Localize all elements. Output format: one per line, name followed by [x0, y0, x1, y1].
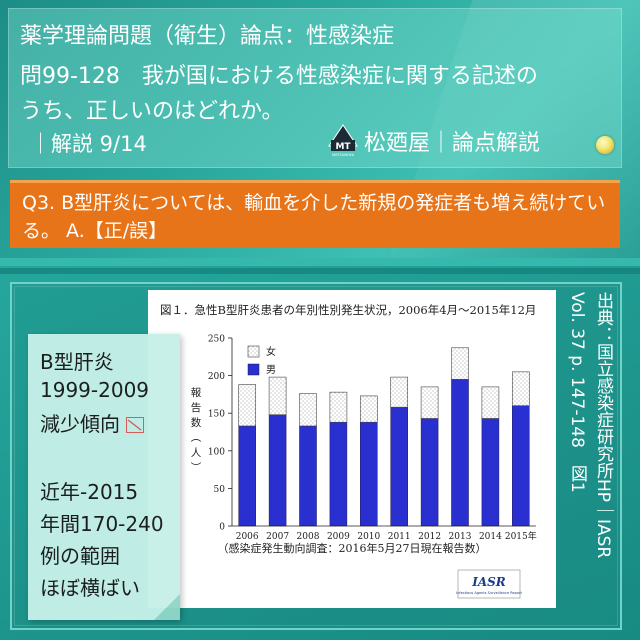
explanation-page-counter: ｜解説 9/14	[30, 132, 147, 156]
x-tick-label: 2006	[236, 532, 259, 542]
source-line-2: Vol. 37 p. 147-148 図1	[567, 292, 587, 493]
bar-female	[329, 391, 348, 423]
x-tick-label: 2009	[327, 532, 350, 542]
y-axis-label: 報告数 （ 人 ）	[189, 387, 202, 472]
bar-chart: 図１．急性B型肝炎患者の年別性別発生状況，2006年4月〜2015年12月 報告…	[160, 303, 537, 599]
downward-trend-icon	[126, 417, 145, 433]
iasr-logo-text: IASR	[471, 575, 506, 589]
brand: MT MATSUNOYA 松廼屋｜論点解説	[328, 124, 540, 158]
bar-female	[420, 386, 439, 419]
bar-female	[238, 384, 257, 427]
bar-female	[481, 386, 500, 419]
y-tick-label: 50	[214, 485, 226, 495]
y-tick-label: 100	[208, 447, 225, 457]
yellow-dot-button[interactable]	[596, 136, 614, 154]
bar-male	[512, 405, 530, 527]
source-line-1: 出典：国立感染症研究所HP｜IASR	[593, 292, 613, 559]
iasr-logo: IASR Infectious Agents Surveillance Repo…	[456, 569, 522, 599]
divider-stripe	[0, 258, 640, 266]
y-label-char: 人	[191, 447, 202, 459]
brand-label: 松廼屋｜論点解説	[364, 131, 541, 156]
page-title: 薬学理論問題（衛生）論点：性感染症	[20, 24, 395, 49]
note-line-6: 例の範囲	[40, 544, 120, 568]
bar-male	[238, 425, 256, 527]
question-line-1: 問99-128 我が国における性感染症に関する記述の	[20, 64, 538, 89]
matsunoya-logo-icon: MT MATSUNOYA	[328, 124, 358, 158]
note-line-7: ほぼ横ばい	[40, 576, 140, 600]
x-tick-label: 2015年	[505, 530, 537, 542]
legend-label-male: 男	[266, 364, 276, 376]
bar-male	[329, 421, 348, 527]
bar-male	[360, 421, 378, 527]
x-axis: 2006 2007 2008 2009 2010 2011 2012 2013 2014 2015…	[232, 525, 537, 542]
source-citation: 出典：国立感染症研究所HP｜IASR Vol. 37 p. 147-148 図1	[567, 292, 616, 622]
y-tick-label: 150	[208, 410, 225, 420]
legend: 女男	[247, 345, 276, 376]
x-tick-label: 2010	[357, 532, 380, 542]
note-line-1: B型肝炎	[40, 350, 114, 374]
chart-panel: 図１．急性B型肝炎患者の年別性別発生状況，2006年4月〜2015年12月 報告…	[148, 290, 556, 608]
iasr-logo-subtext: Infectious Agents Surveillance Report	[456, 591, 522, 595]
note-line-2: 1999-2009	[40, 378, 150, 402]
legend-swatch-male	[247, 363, 260, 376]
bar-female	[451, 347, 469, 380]
y-tick-label: 250	[208, 335, 225, 345]
bar-male	[420, 418, 439, 527]
bar-female	[268, 376, 287, 416]
bars	[238, 347, 530, 527]
question-statement: Q3. B型肝炎については、輸血を介した新規の発症者も増え続けている。 A.【正…	[22, 192, 606, 242]
x-tick-label: 2007	[266, 532, 289, 542]
y-tick-label: 200	[208, 372, 225, 382]
bar-female	[299, 393, 317, 427]
bar-male	[390, 406, 408, 527]
bar-male	[268, 414, 287, 527]
logo-text: MT	[335, 142, 351, 152]
legend-swatch-female	[247, 345, 260, 358]
header-panel	[8, 8, 622, 168]
divider-stripe-shadow	[0, 268, 640, 274]
y-label-char: 報	[191, 387, 202, 399]
note-line-3: 減少傾向	[40, 408, 145, 437]
logo-subtext: MATSUNOYA	[332, 153, 355, 157]
y-axis: 0 50 100 150 200 250	[208, 335, 233, 533]
bar-male	[299, 425, 317, 527]
x-tick-label: 2012	[418, 532, 441, 542]
bar-male	[451, 379, 469, 527]
y-label-char: 数	[191, 416, 202, 429]
question-box: Q3. B型肝炎については、輸血を介した新規の発症者も増え続けている。 A.【正…	[10, 180, 620, 248]
y-label-char: （	[189, 432, 201, 443]
x-tick-label: 2013	[449, 532, 472, 542]
note-line-3-text: 減少傾向	[40, 412, 120, 436]
x-tick-label: 2014	[479, 532, 502, 542]
bar-male	[481, 418, 500, 527]
legend-label-female: 女	[266, 345, 276, 358]
bar-female	[511, 371, 530, 406]
chart-title: 図１．急性B型肝炎患者の年別性別発生状況，2006年4月〜2015年12月	[160, 303, 536, 317]
summary-note-card: B型肝炎 1999-2009 減少傾向 近年-2015 年間170-240 例の…	[28, 334, 180, 620]
x-tick-label: 2011	[388, 532, 411, 542]
y-label-char: 告	[191, 401, 202, 414]
x-tick-label: 2008	[297, 532, 320, 542]
question-line-2: うち、正しいのはどれか。	[20, 99, 284, 124]
note-line-5: 年間170-240	[40, 512, 164, 536]
y-label-char: ）	[189, 462, 201, 473]
y-tick-label: 0	[219, 523, 225, 533]
note-line-4: 近年-2015	[40, 480, 139, 504]
chart-caption: （感染症発生動向調査：2016年5月27日現在報告数）	[218, 541, 487, 555]
bar-female	[390, 376, 409, 408]
bar-female	[359, 395, 378, 423]
